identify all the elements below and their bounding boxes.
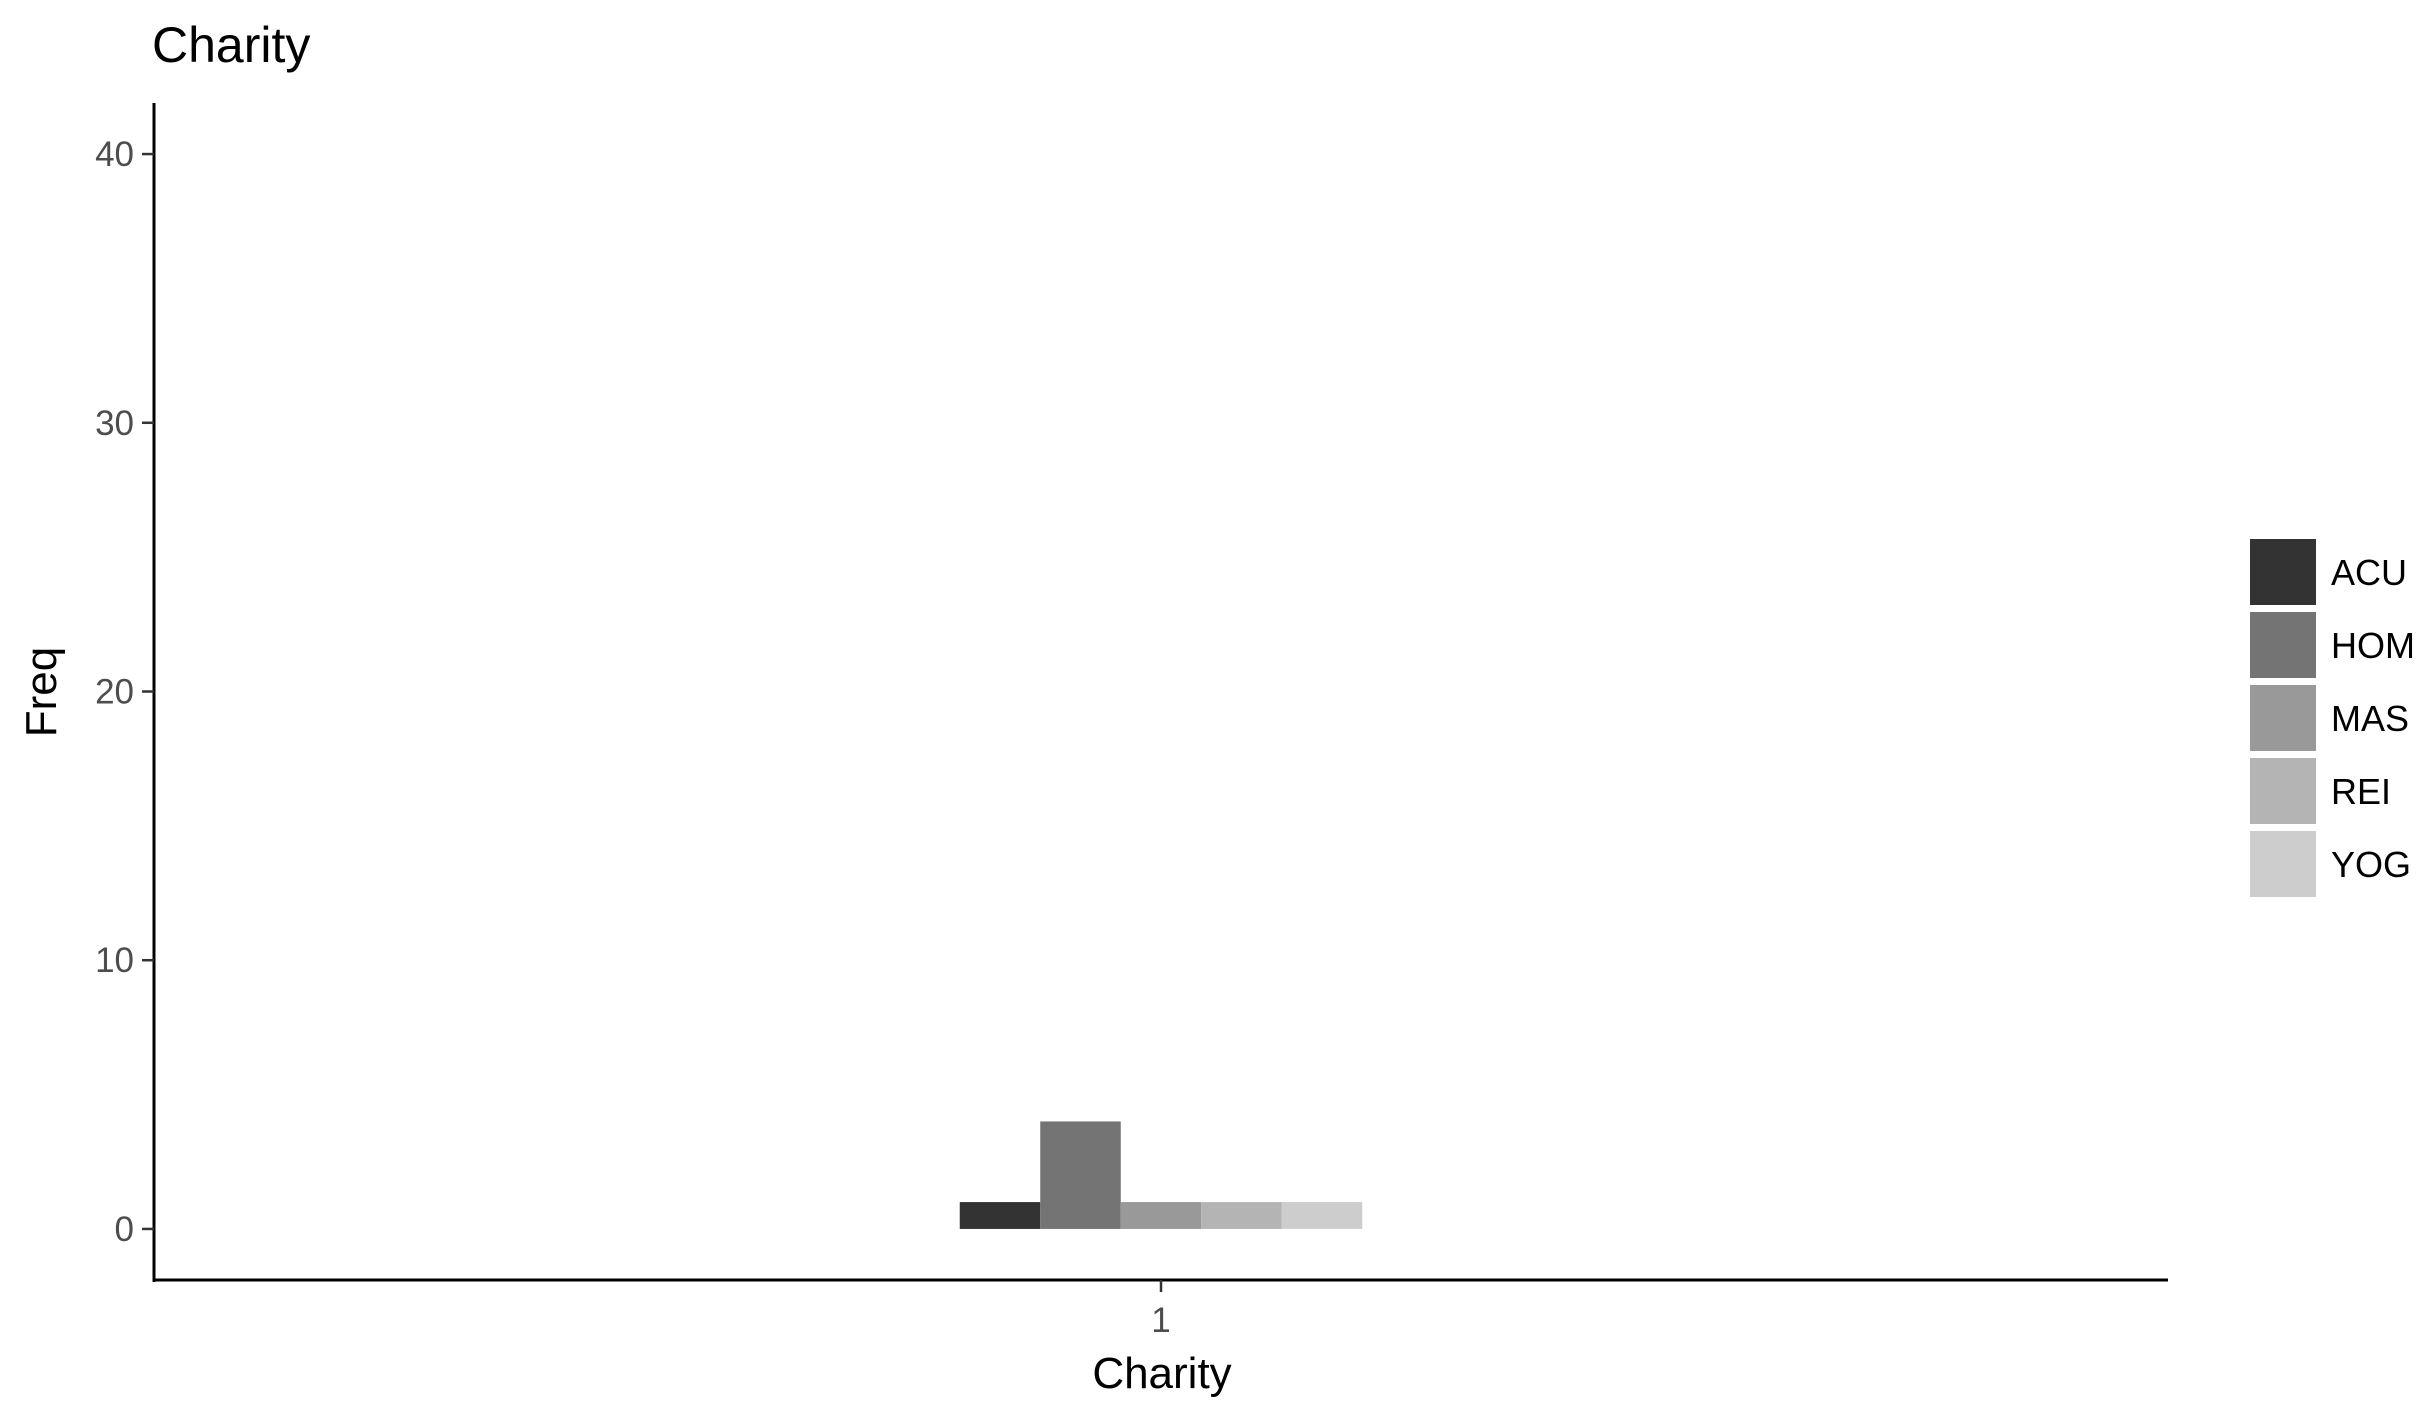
- bar-mas: [1120, 1202, 1202, 1229]
- legend-key-rei: [2250, 758, 2316, 824]
- y-ticks: 0 10 20 30 40: [95, 135, 154, 1249]
- y-tick-label: 20: [95, 673, 134, 712]
- bar-hom: [1040, 1121, 1121, 1229]
- legend-label-hom: HOM: [2331, 625, 2415, 666]
- legend-label-yog: YOG: [2331, 844, 2411, 885]
- y-tick-label: 10: [95, 941, 134, 980]
- bar-acu: [959, 1202, 1041, 1229]
- x-axis-title: Charity: [1092, 1349, 1231, 1398]
- legend-label-mas: MAS: [2331, 698, 2409, 739]
- bar-yog: [1281, 1202, 1363, 1229]
- bar-rei: [1201, 1202, 1282, 1229]
- y-tick-label: 40: [95, 135, 134, 174]
- y-axis-title: Freq: [17, 647, 66, 737]
- legend-label-rei: REI: [2331, 771, 2391, 812]
- x-ticks: 1: [1151, 1280, 1171, 1340]
- legend-key-yog: [2250, 831, 2316, 897]
- y-tick-label: 0: [115, 1210, 134, 1249]
- bars: [959, 1121, 1363, 1229]
- x-tick-label: 1: [1151, 1301, 1170, 1340]
- legend-key-acu: [2250, 539, 2316, 605]
- legend-label-acu: ACU: [2331, 552, 2407, 593]
- legend-key-mas: [2250, 685, 2316, 751]
- legend-key-hom: [2250, 612, 2316, 678]
- legend: ACU HOM MAS REI YOG: [2250, 539, 2415, 897]
- y-tick-label: 30: [95, 404, 134, 443]
- chart-title: Charity: [152, 17, 310, 73]
